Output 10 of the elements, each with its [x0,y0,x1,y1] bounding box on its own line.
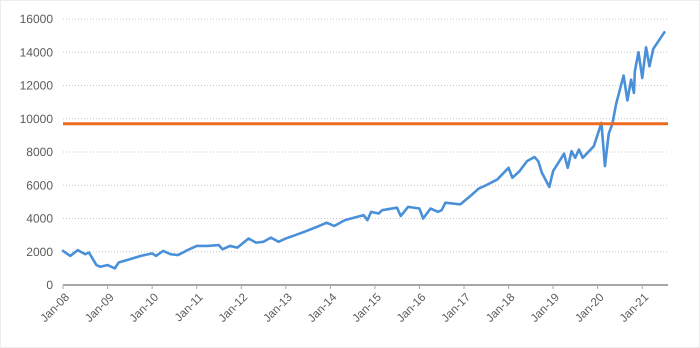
y-tick-label: 0 [46,278,54,292]
line-series [62,30,666,270]
y-tick-label: 16000 [20,12,54,26]
y-tick-label: 4000 [26,212,54,226]
y-tick-label: 2000 [26,244,54,259]
y-tick-label: 10000 [20,112,54,126]
y-tick-label: 12000 [20,78,54,93]
y-tick-label: 8000 [26,145,54,160]
y-tick-label: 14000 [20,45,54,60]
y-tick-label: 6000 [26,178,54,192]
